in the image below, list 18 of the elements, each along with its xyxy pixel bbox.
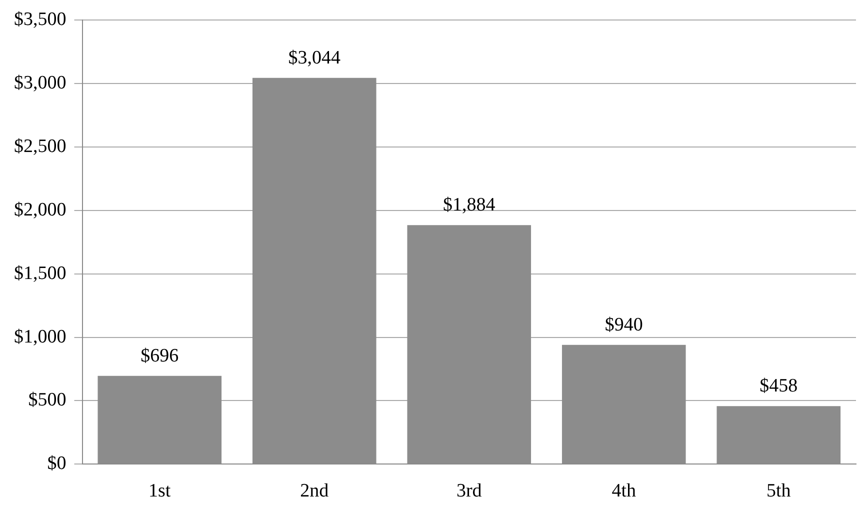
- data-label: $940: [604, 314, 643, 336]
- y-tick-label: $3,000: [14, 72, 66, 94]
- data-label: $3,044: [288, 47, 341, 68]
- data-label: $458: [760, 376, 798, 397]
- x-tick-label: 4th: [612, 480, 637, 502]
- y-tick-label: $1,000: [14, 326, 66, 348]
- x-tick-label: 3rd: [456, 480, 482, 502]
- y-tick-label: $2,000: [14, 199, 66, 220]
- x-tick-label: 5th: [766, 480, 792, 502]
- y-tick-label: $1,500: [14, 262, 66, 284]
- y-tick-label: $500: [28, 390, 66, 411]
- data-label: $696: [140, 345, 179, 366]
- y-tick-label: $0: [47, 453, 66, 474]
- data-label: $1,884: [443, 194, 496, 216]
- y-tick-label: $3,500: [14, 8, 66, 30]
- x-tick-label: 2nd: [300, 480, 330, 502]
- y-tick-label: $2,500: [14, 136, 66, 157]
- x-tick-label: 1st: [148, 480, 172, 502]
